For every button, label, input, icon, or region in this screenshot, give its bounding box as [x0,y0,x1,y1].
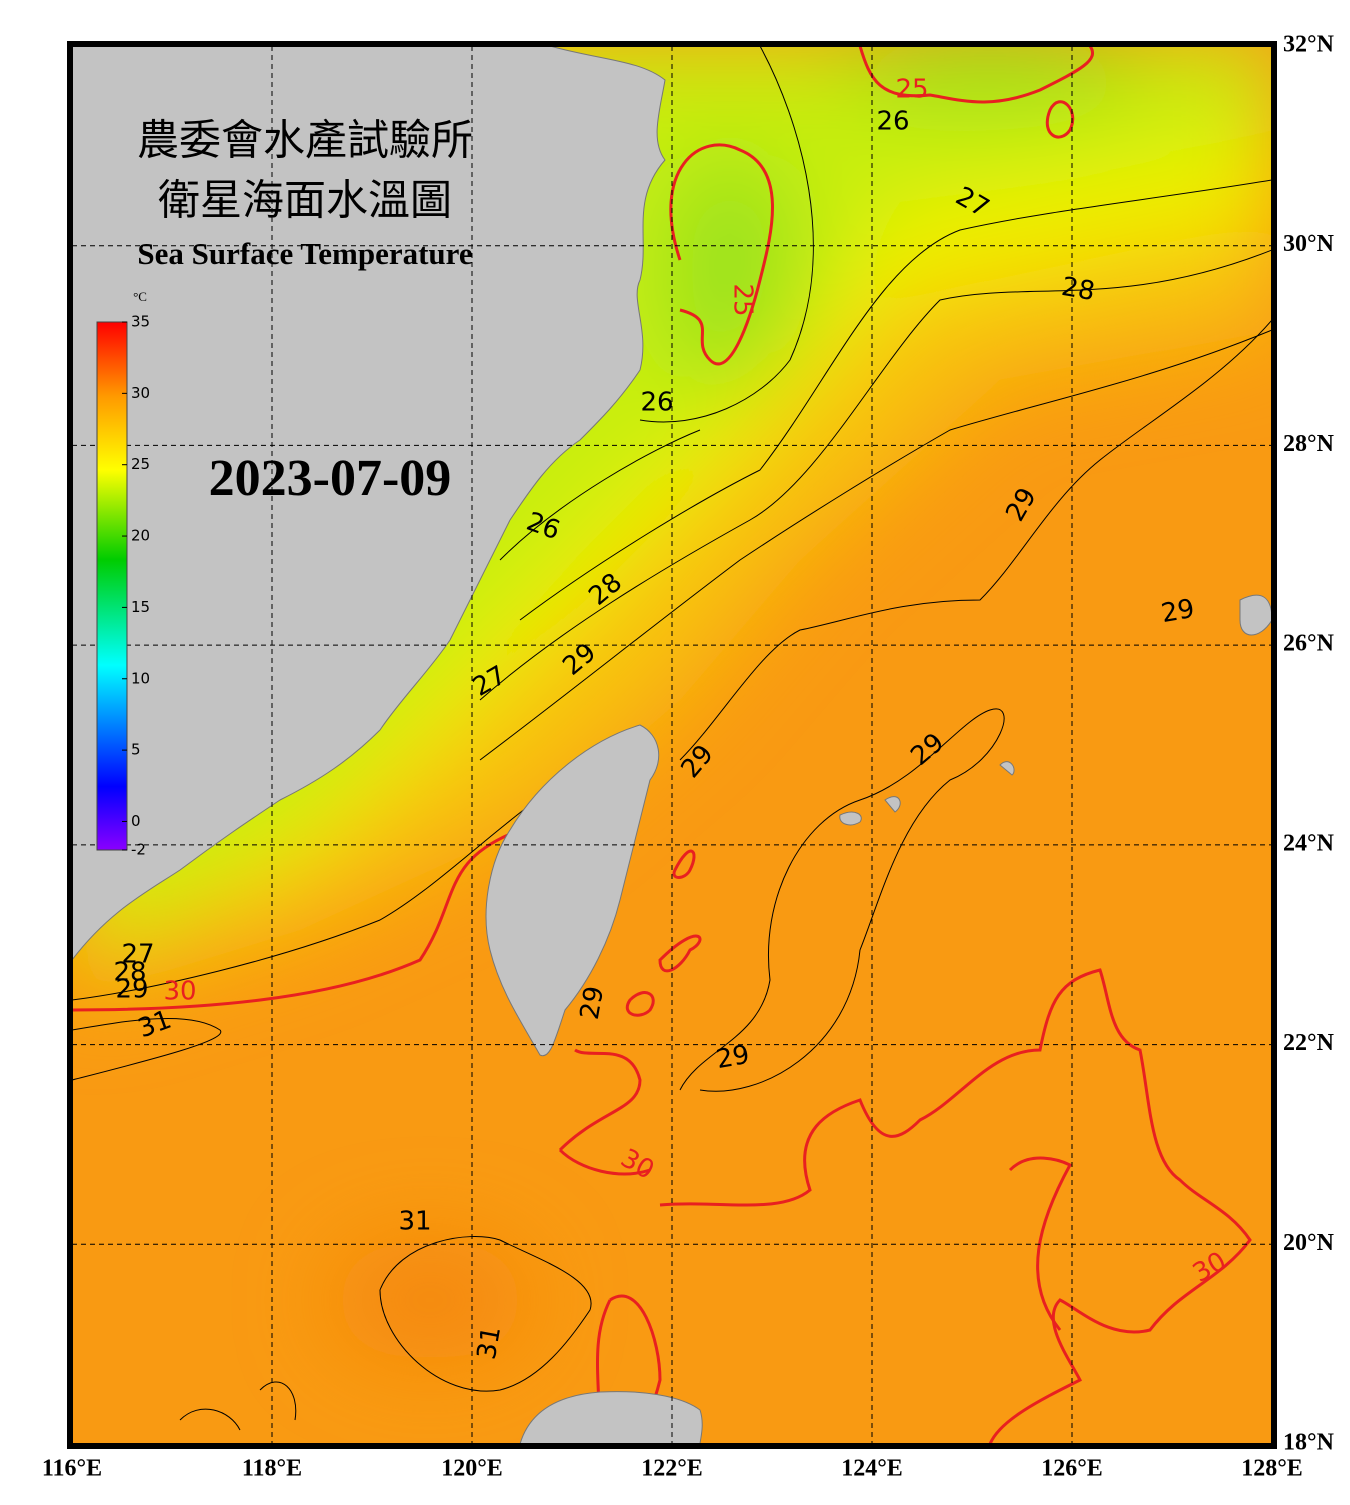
colorbar-tick-label: 5 [131,741,141,759]
contour-label: 29 [1159,594,1197,629]
contour-label: 27 [121,940,154,970]
colorbar-tick-label: 15 [131,598,150,616]
title-en: Sea Surface Temperature [137,236,472,271]
colorbar-unit: °C [133,289,147,304]
lon-tick-label: 126°E [1041,1456,1103,1482]
contour-label: 25 [728,283,758,316]
contour-label: 29 [575,984,610,1022]
lat-tick-label: 28°N [1283,431,1335,457]
contour-label: 26 [640,388,673,418]
lon-tick-label: 128°E [1241,1456,1303,1482]
lon-tick-label: 120°E [441,1456,503,1482]
colorbar-tick-label: 35 [131,313,150,331]
lon-tick-label: 122°E [641,1456,703,1482]
lat-tick-label: 30°N [1283,231,1335,257]
colorbar [96,321,128,851]
lat-tick-label: 22°N [1283,1030,1335,1056]
contour-label: 31 [398,1207,431,1237]
contour-label: 29 [115,975,148,1005]
contour-label: 28 [1059,272,1097,307]
lat-tick-label: 26°N [1283,631,1335,657]
contour-label: 26 [876,107,909,137]
lat-tick-label: 20°N [1283,1230,1335,1256]
date: 2023-07-09 [209,450,452,507]
contour-label: 29 [714,1040,752,1075]
contour-label: 31 [472,1324,507,1362]
colorbar-tick-label: 25 [131,455,150,473]
contour-label: 28 [113,958,146,988]
title-zh: 衛星海面水溫圖 [158,179,452,225]
title-zh: 農委會水產試驗所 [137,118,473,165]
lat-tick-label: 24°N [1283,830,1335,856]
lon-tick-label: 118°E [242,1456,302,1482]
colorbar-tick-label: 10 [131,669,150,687]
colorbar-ticks: 35 30 25 20 15 10 5 0 -2 [122,313,150,859]
lon-tick-label: 124°E [841,1456,903,1482]
map-frame [67,41,1277,1449]
contour-label: 25 [895,75,928,105]
lon-tick-label: 116°E [42,1456,102,1482]
colorbar-tick-label: 30 [131,384,150,402]
contour-label: 30 [163,977,196,1007]
colorbar-tick-label: -2 [131,841,146,859]
colorbar-tick-label: 0 [131,812,141,830]
colorbar-tick-label: 20 [131,527,150,545]
lat-tick-label: 18°N [1283,1430,1335,1456]
lat-tick-label: 32°N [1283,32,1335,58]
